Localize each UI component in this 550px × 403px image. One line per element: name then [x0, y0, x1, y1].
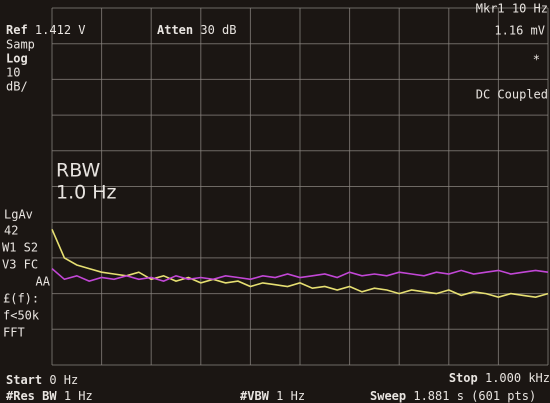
ref-level: Ref 1.412 V	[6, 23, 86, 37]
trace	[51, 267, 549, 282]
coupling: DC Coupled	[476, 88, 548, 102]
marker-flag: *	[533, 53, 540, 67]
grid	[51, 7, 549, 366]
traces	[51, 228, 549, 299]
left-panel: V3 FC	[2, 258, 38, 272]
marker-value: 1.16 mV	[494, 24, 545, 38]
left-panel: £(f):	[3, 292, 39, 306]
left-panel: Samp	[6, 38, 35, 52]
trace	[51, 228, 549, 299]
rbw-label: RBW	[56, 160, 101, 182]
start-freq: Start 0 Hz	[6, 373, 78, 387]
left-panel: W1 S2	[2, 241, 38, 255]
marker-label: Mkr1 10 Hz	[476, 2, 548, 16]
left-panel: 10	[6, 66, 20, 80]
res-bw: #Res BW 1 Hz	[6, 389, 93, 403]
vbw: #VBW 1 Hz	[240, 389, 305, 403]
left-panel: Log	[6, 52, 28, 66]
left-panel: 42	[4, 224, 18, 238]
left-panel: FFT	[3, 326, 25, 340]
stop-freq: Stop 1.000 kHz	[449, 371, 550, 385]
left-panel: LgAv	[4, 208, 33, 222]
sweep: Sweep 1.881 s (601 pts)	[370, 389, 536, 403]
left-panel: dB/	[6, 80, 28, 94]
rbw-value: 1.0 Hz	[56, 182, 117, 204]
attenuation: Atten 30 dB	[157, 23, 236, 37]
left-panel: f<50k	[3, 309, 40, 323]
left-panel: AA	[36, 275, 51, 289]
